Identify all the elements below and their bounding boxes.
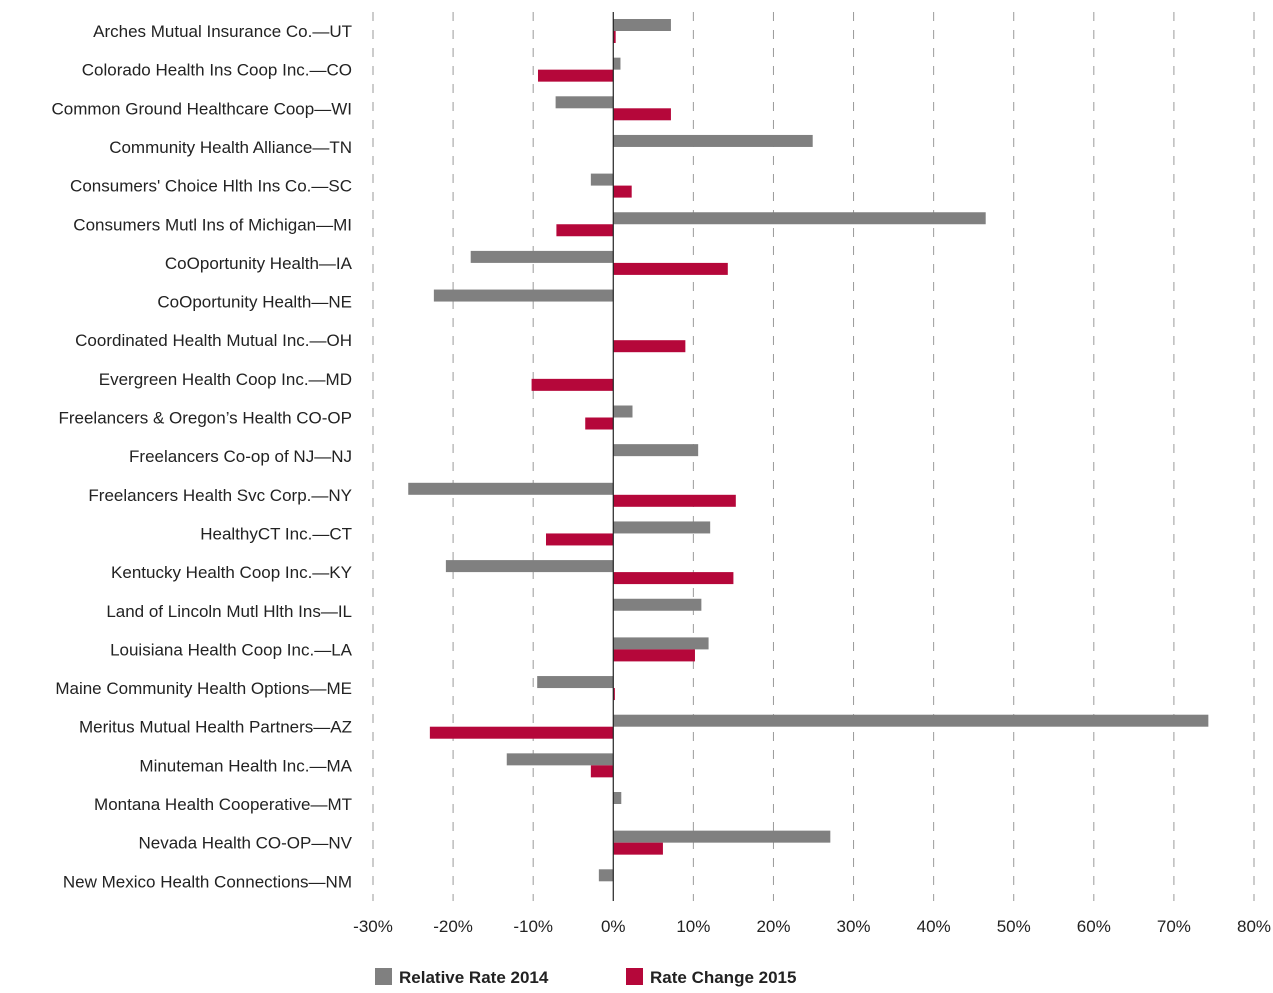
x-tick-label: 50% [997, 917, 1031, 936]
bar-rate-change-2015 [545, 533, 614, 546]
bar-relative-rate-2014 [613, 444, 699, 457]
x-tick-label: -30% [353, 917, 393, 936]
bar-rate-change-2015 [613, 649, 695, 662]
x-tick-label: 70% [1157, 917, 1191, 936]
category-label: Maine Community Health Options—ME [55, 679, 352, 698]
bar-relative-rate-2014 [590, 173, 614, 186]
category-label: Consumers Mutl Ins of Michigan—MI [73, 215, 352, 234]
bar-relative-rate-2014 [613, 134, 813, 147]
bar-relative-rate-2014 [613, 792, 622, 804]
bar-relative-rate-2014 [445, 560, 614, 573]
bar-rate-change-2015 [613, 185, 632, 198]
bar-relative-rate-2014 [613, 212, 986, 225]
bar-relative-rate-2014 [613, 57, 621, 70]
category-label: Freelancers Health Svc Corp.—NY [88, 486, 352, 505]
bar-relative-rate-2014 [613, 598, 702, 611]
legend-label: Relative Rate 2014 [399, 968, 549, 987]
x-tick-label: -20% [433, 917, 473, 936]
category-label: New Mexico Health Connections—NM [63, 872, 352, 891]
bar-relative-rate-2014 [506, 753, 614, 766]
bar-relative-rate-2014 [613, 714, 1209, 727]
bar-rate-change-2015 [613, 31, 616, 43]
bar-relative-rate-2014 [613, 405, 633, 418]
category-label: Minuteman Health Inc.—MA [139, 756, 352, 775]
category-label: Freelancers & Oregon’s Health CO-OP [58, 409, 352, 428]
bar-rate-change-2015 [613, 494, 736, 507]
category-label: Montana Health Cooperative—MT [94, 795, 352, 814]
bar-relative-rate-2014 [613, 521, 711, 534]
bar-rate-change-2015 [613, 262, 728, 275]
bar-rate-change-2015 [537, 69, 614, 82]
bar-relative-rate-2014 [470, 250, 614, 263]
bar-relative-rate-2014 [613, 830, 831, 843]
category-label: Nevada Health CO-OP—NV [138, 834, 352, 853]
category-labels: Arches Mutual Insurance Co.—UT Colorado H… [52, 22, 353, 891]
bars [408, 19, 1209, 882]
bar-rate-change-2015 [613, 572, 734, 585]
bar-rate-change-2015 [613, 108, 671, 121]
category-label: Kentucky Health Coop Inc.—KY [111, 563, 352, 582]
x-tick-label: 60% [1077, 917, 1111, 936]
category-label: HealthyCT Inc.—CT [200, 524, 352, 543]
bar-relative-rate-2014 [613, 19, 671, 31]
category-label: CoOportunity Health—IA [165, 254, 353, 273]
bar-rate-change-2015 [585, 417, 614, 430]
x-axis-tick-labels: -30% -20% -10% 0% 10% 20% 30% 40% 50% 60% 70% 80% [353, 917, 1271, 936]
category-label: Land of Lincoln Mutl Hlth Ins—IL [106, 602, 352, 621]
bar-relative-rate-2014 [598, 869, 614, 882]
legend-label: Rate Change 2015 [650, 968, 796, 987]
category-label: Common Ground Healthcare Coop—WI [52, 99, 352, 118]
bar-rate-change-2015 [531, 378, 614, 391]
x-tick-label: 20% [756, 917, 790, 936]
bar-relative-rate-2014 [555, 96, 614, 109]
category-label: Louisiana Health Coop Inc.—LA [110, 640, 353, 659]
bar-relative-rate-2014 [433, 289, 614, 302]
category-label: Meritus Mutual Health Partners—AZ [79, 718, 352, 737]
category-label: CoOportunity Health—NE [157, 293, 352, 312]
bar-rate-change-2015 [613, 688, 615, 701]
category-label: Freelancers Co-op of NJ—NJ [129, 447, 352, 466]
bar-relative-rate-2014 [537, 676, 614, 689]
category-label: Evergreen Health Coop Inc.—MD [99, 370, 352, 389]
x-tick-label: -10% [513, 917, 553, 936]
bar-relative-rate-2014 [613, 637, 709, 650]
category-label: Consumers' Choice Hlth Ins Co.—SC [70, 177, 352, 196]
bar-rate-change-2015 [556, 224, 614, 237]
category-label: Arches Mutual Insurance Co.—UT [93, 22, 352, 41]
bar-relative-rate-2014 [408, 482, 614, 495]
bar-rate-change-2015 [613, 842, 663, 855]
bar-rate-change-2015 [590, 765, 614, 778]
legend: Relative Rate 2014 Rate Change 2015 [375, 968, 796, 987]
x-tick-label: 10% [676, 917, 710, 936]
bar-rate-change-2015 [613, 340, 686, 353]
category-label: Community Health Alliance—TN [109, 138, 352, 157]
x-tick-label: 0% [601, 917, 626, 936]
bar-rate-change-2015 [429, 726, 614, 739]
x-tick-label: 80% [1237, 917, 1271, 936]
legend-swatch [375, 968, 392, 985]
category-label: Colorado Health Ins Coop Inc.—CO [82, 61, 352, 80]
grid-lines [372, 12, 1255, 901]
legend-swatch [626, 968, 643, 985]
x-tick-label: 40% [917, 917, 951, 936]
category-label: Coordinated Health Mutual Inc.—OH [75, 331, 352, 350]
x-tick-label: 30% [837, 917, 871, 936]
